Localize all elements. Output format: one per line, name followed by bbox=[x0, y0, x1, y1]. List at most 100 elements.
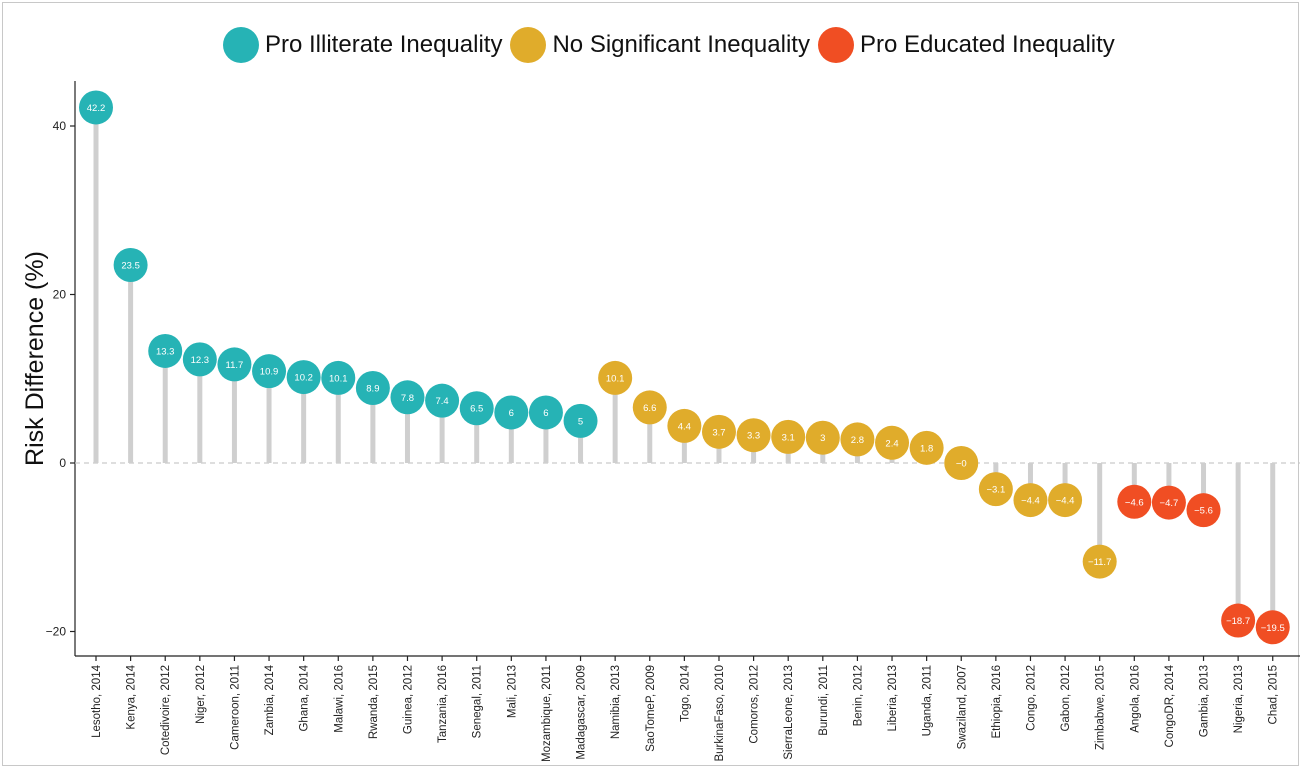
point-value-label: 8.9 bbox=[366, 384, 379, 395]
x-tick-label: Namibia, 2013 bbox=[610, 665, 622, 739]
lollipop-point bbox=[425, 383, 460, 418]
point-value-label: −3.1 bbox=[986, 485, 1005, 496]
point-value-label: 13.3 bbox=[156, 346, 175, 357]
point-value-label: 10.1 bbox=[329, 373, 348, 384]
x-tick-label: Angola, 2016 bbox=[1129, 665, 1141, 733]
legend-label: Pro Illiterate Inequality bbox=[265, 31, 503, 58]
x-tick-label: Togo, 2014 bbox=[679, 664, 691, 722]
lollipop-point bbox=[909, 430, 944, 465]
point-value-label: 42.2 bbox=[87, 103, 106, 114]
legend-swatch bbox=[223, 27, 259, 63]
x-tick-label: Chad, 2015 bbox=[1268, 665, 1280, 724]
x-tick-label: Malawi, 2016 bbox=[333, 665, 345, 733]
point-value-label: 5 bbox=[578, 416, 583, 427]
lollipop-point bbox=[79, 90, 113, 125]
x-tick-label: Senegal, 2011 bbox=[472, 665, 484, 738]
legend-item-pro-educated: Pro Educated Inequality bbox=[817, 27, 1115, 63]
x-tick-label: Mozambique, 2011 bbox=[541, 665, 553, 762]
lollipop-point bbox=[252, 354, 287, 389]
legend-label: Pro Educated Inequality bbox=[859, 31, 1115, 58]
lollipop-point bbox=[1013, 483, 1048, 518]
x-tick-label: SierraLeone, 2013 bbox=[783, 665, 795, 760]
lollipop-point bbox=[736, 418, 771, 453]
x-tick-label: Comoros, 2012 bbox=[749, 665, 761, 744]
x-tick-label: SaoTomeP, 2009 bbox=[645, 665, 657, 752]
point-value-label: −4.7 bbox=[1160, 498, 1179, 509]
legend-label: No Significant Inequality bbox=[552, 31, 810, 58]
x-tick-label: Kenya, 2014 bbox=[126, 664, 138, 729]
x-tick-label: Gambia, 2013 bbox=[1199, 665, 1211, 737]
lollipop-point bbox=[148, 333, 183, 368]
lollipop-point bbox=[321, 360, 356, 395]
point-value-label: −18.7 bbox=[1226, 616, 1250, 627]
point-value-label: 3 bbox=[820, 433, 825, 444]
legend-swatch bbox=[817, 27, 854, 63]
x-tick-label: Ghana, 2014 bbox=[299, 664, 311, 731]
x-tick-label: Madagascar, 2009 bbox=[576, 665, 588, 760]
legend-item-pro-illiterate: Pro Illiterate Inequality bbox=[223, 27, 502, 63]
x-tick-label: Ethiopia, 2016 bbox=[991, 665, 1003, 739]
lollipop-point bbox=[563, 403, 598, 438]
point-value-label: 1.8 bbox=[920, 443, 933, 454]
point-value-label: −4.4 bbox=[1056, 496, 1075, 507]
point-value-label: −5.6 bbox=[1194, 506, 1213, 517]
x-tick-label: Guinea, 2012 bbox=[402, 665, 414, 734]
y-axis-title: Risk Difference (%) bbox=[21, 251, 49, 466]
x-tick-label: Swaziland, 2007 bbox=[956, 665, 968, 749]
legend-item-no-significant: No Significant Inequality bbox=[510, 27, 810, 63]
point-value-label: 2.8 bbox=[851, 435, 864, 446]
lollipop-point bbox=[459, 391, 494, 426]
x-tick-label: Zimbabwe, 2015 bbox=[1095, 665, 1107, 750]
lollipop-point bbox=[217, 347, 252, 382]
legend: Pro Illiterate Inequality No Significant… bbox=[223, 23, 1119, 67]
lollipop-point bbox=[1117, 484, 1152, 519]
lollipop-point bbox=[632, 390, 667, 425]
lollipop-point bbox=[875, 425, 910, 460]
lollipop-point bbox=[598, 360, 633, 395]
point-value-label: 6.6 bbox=[643, 403, 656, 414]
lollipop-chart: −20 0 20 40 Risk Difference (%) Lesotho, 2014… bbox=[21, 81, 1300, 762]
point-value-label: −4.6 bbox=[1125, 497, 1144, 508]
point-value-label: 2.4 bbox=[885, 438, 898, 449]
lollipop-point bbox=[805, 420, 840, 455]
point-value-label: −0 bbox=[956, 459, 967, 470]
lollipop-point bbox=[1255, 610, 1290, 645]
legend-swatch bbox=[510, 27, 547, 63]
point-value-label: 12.3 bbox=[191, 355, 210, 366]
point-value-label: 3.7 bbox=[712, 427, 725, 438]
point-value-label: 11.7 bbox=[226, 360, 244, 371]
y-tick-label: 0 bbox=[59, 456, 66, 470]
x-tick-label: Nigeria, 2013 bbox=[1233, 665, 1245, 733]
lollipop-point bbox=[494, 395, 529, 430]
lollipop-point bbox=[1221, 603, 1256, 638]
x-tick-label: Gabon, 2012 bbox=[1060, 665, 1072, 732]
lollipop-point bbox=[667, 408, 702, 443]
x-tick-label: Liberia, 2013 bbox=[887, 665, 899, 732]
x-tick-label: BurkinaFaso, 2010 bbox=[714, 665, 726, 762]
point-value-label: −4.4 bbox=[1021, 496, 1040, 507]
lollipop-point bbox=[1186, 493, 1221, 528]
lollipop-point bbox=[840, 422, 875, 457]
x-tick-label: Burundi, 2011 bbox=[818, 665, 830, 736]
lollipop-point bbox=[528, 395, 563, 430]
lollipop-point bbox=[390, 380, 425, 415]
x-tick-label: Niger, 2012 bbox=[195, 665, 207, 724]
point-value-label: 6.5 bbox=[470, 404, 483, 415]
point-value-label: 23.5 bbox=[121, 261, 140, 272]
point-value-label: 10.2 bbox=[294, 373, 313, 384]
x-tick-label: Lesotho, 2014 bbox=[91, 664, 103, 738]
y-tick-label: 20 bbox=[53, 288, 67, 302]
point-value-label: 4.4 bbox=[678, 421, 691, 432]
point-value-label: 6 bbox=[543, 408, 548, 419]
point-value-label: 3.1 bbox=[782, 432, 795, 443]
lollipop-point bbox=[701, 414, 736, 449]
x-tick-label: Zambia, 2014 bbox=[264, 664, 276, 735]
point-value-label: 10.1 bbox=[606, 373, 625, 384]
point-value-label: 10.9 bbox=[260, 367, 279, 378]
x-tick-label: Rwanda, 2015 bbox=[368, 665, 380, 739]
x-tick-label: Cameroon, 2011 bbox=[229, 665, 241, 750]
y-tick-label: 40 bbox=[53, 119, 67, 133]
x-tick-label: Uganda, 2011 bbox=[922, 665, 934, 736]
point-value-label: 7.8 bbox=[401, 393, 414, 404]
